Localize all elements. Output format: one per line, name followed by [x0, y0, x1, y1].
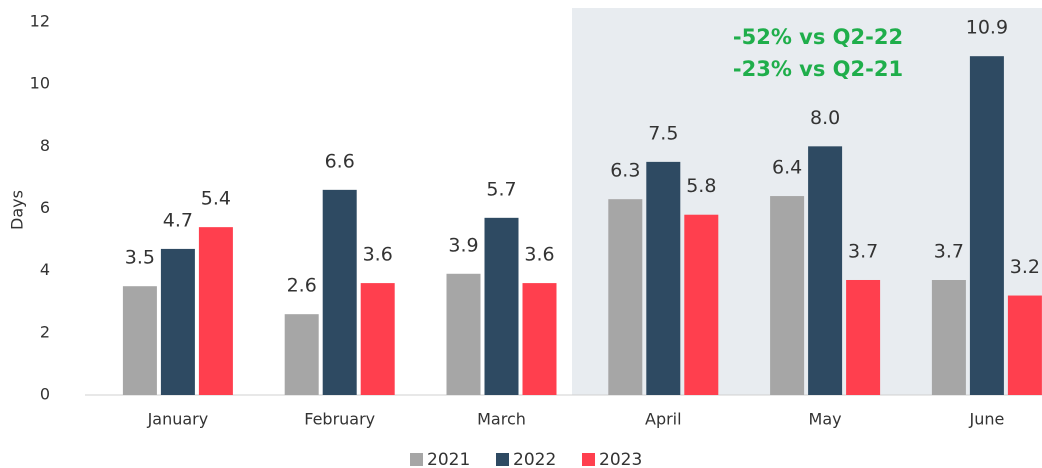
x-tick-label: January	[147, 410, 209, 429]
value-label: 6.4	[772, 157, 802, 179]
value-label: 7.5	[648, 122, 678, 144]
x-tick-label: February	[304, 410, 375, 429]
value-label: 3.6	[363, 244, 393, 266]
y-tick-label: 12	[30, 12, 50, 31]
bar	[646, 161, 681, 395]
value-label: 5.7	[486, 178, 516, 200]
value-label: 3.6	[524, 244, 554, 266]
legend-swatch	[410, 453, 423, 466]
bar	[198, 227, 233, 395]
annotation: -23% vs Q2-21	[733, 57, 903, 81]
value-label: 5.4	[201, 188, 231, 210]
value-label: 5.8	[686, 175, 716, 197]
x-tick-label: June	[968, 410, 1004, 429]
y-tick-label: 0	[40, 385, 50, 404]
value-label: 3.2	[1010, 256, 1040, 278]
bar	[931, 279, 966, 395]
legend-label: 2022	[513, 450, 556, 468]
bar	[808, 146, 843, 395]
legend-label: 2023	[599, 450, 642, 468]
value-label: 2.6	[287, 275, 317, 297]
value-label: 8.0	[810, 107, 840, 129]
y-tick-label: 10	[30, 74, 50, 93]
bar	[522, 283, 557, 395]
value-label: 3.5	[125, 247, 155, 269]
bar	[284, 314, 319, 395]
x-tick-label: April	[645, 410, 682, 429]
legend-swatch	[582, 453, 595, 466]
legend-label: 2021	[427, 450, 470, 468]
bar	[160, 248, 195, 395]
value-label: 4.7	[163, 209, 193, 231]
y-tick-label: 4	[40, 260, 50, 279]
value-label: 10.9	[966, 17, 1008, 39]
annotation: -52% vs Q2-22	[733, 25, 903, 49]
value-label: 3.9	[448, 234, 478, 256]
bar	[770, 196, 805, 395]
x-tick-label: March	[477, 410, 526, 429]
value-label: 6.6	[325, 150, 355, 172]
value-label: 3.7	[934, 240, 964, 262]
bar	[608, 199, 643, 395]
y-tick-label: 8	[40, 136, 50, 155]
bar	[846, 279, 881, 395]
value-label: 3.7	[848, 240, 878, 262]
bar	[684, 214, 719, 395]
legend-swatch	[496, 453, 509, 466]
bar	[446, 273, 481, 395]
x-tick-label: May	[809, 410, 842, 429]
y-tick-label: 6	[40, 198, 50, 217]
value-label: 6.3	[610, 160, 640, 182]
bar	[322, 189, 357, 395]
bar	[122, 286, 157, 395]
bar	[1007, 295, 1042, 395]
bar	[969, 56, 1004, 396]
y-tick-label: 2	[40, 322, 50, 341]
bar	[484, 217, 519, 395]
y-axis-label: Days	[8, 190, 27, 230]
bar	[360, 283, 395, 395]
